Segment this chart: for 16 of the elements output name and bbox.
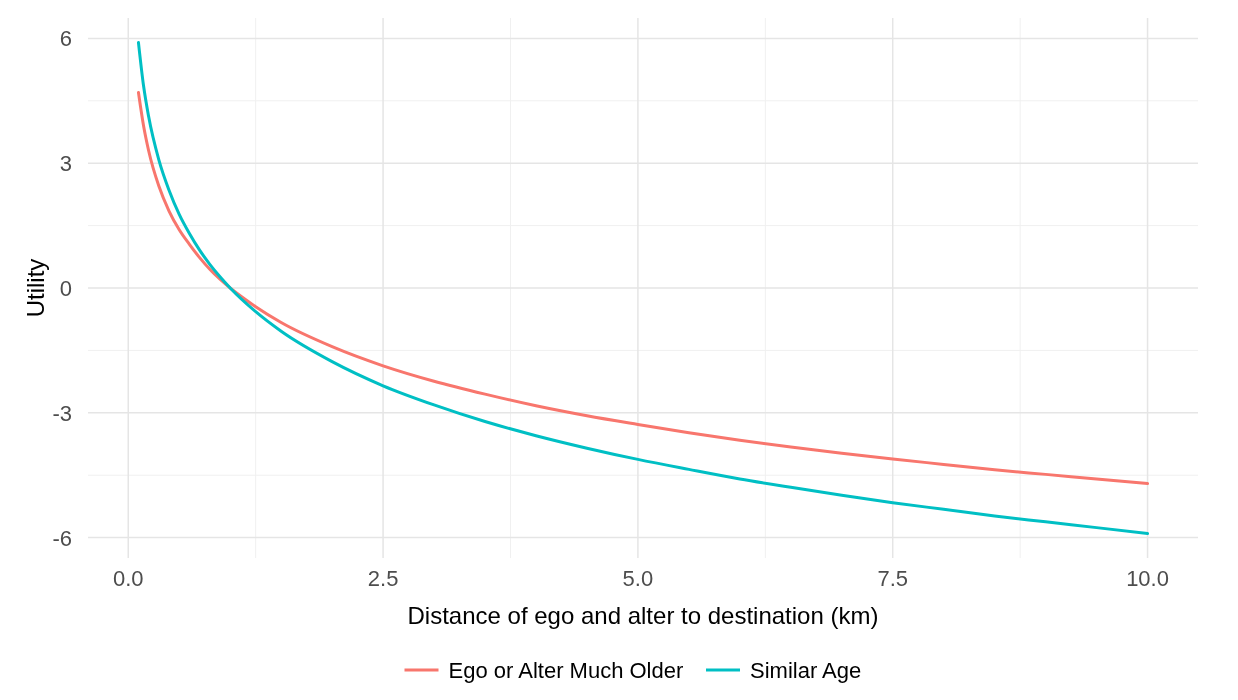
- y-tick-label: -3: [52, 400, 72, 426]
- legend-label: Similar Age: [750, 658, 862, 683]
- line-series: [136, 90, 1150, 486]
- x-tick-label: 5.0: [622, 566, 654, 591]
- y-tick-label: 3: [59, 151, 72, 177]
- x-tick-label: 0.0: [112, 566, 144, 591]
- x-axis-title: Distance of ego and alter to destination (km): [407, 602, 879, 629]
- x-tick-label: 7.5: [877, 566, 909, 591]
- y-tick-label: 0: [59, 276, 72, 301]
- y-tick-label: 6: [59, 26, 72, 52]
- legend-label: Ego or Alter Much Older: [448, 658, 684, 683]
- x-tick-label: 2.5: [367, 566, 399, 591]
- y-axis-title: Utility: [22, 258, 49, 318]
- line-series: [136, 41, 1150, 535]
- y-tick-label: -6: [52, 525, 72, 551]
- x-tick-label: 10.0: [1126, 566, 1169, 591]
